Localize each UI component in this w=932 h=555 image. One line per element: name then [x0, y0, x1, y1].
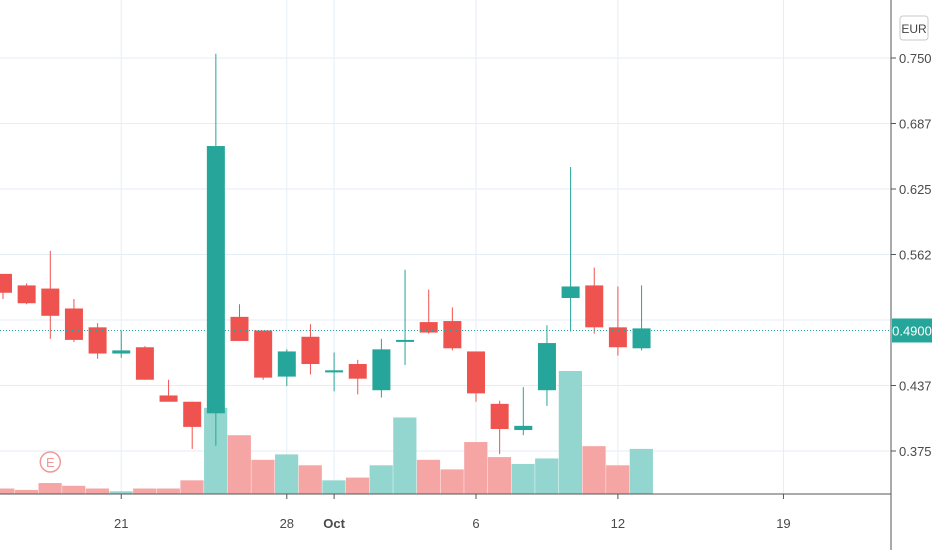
volume-bar	[298, 465, 322, 494]
candle-body	[467, 351, 485, 394]
volume-bar	[464, 442, 488, 494]
candle-body	[88, 327, 107, 354]
volume-bar	[251, 459, 275, 494]
candle-body	[419, 322, 438, 333]
volume-bar	[558, 371, 582, 494]
volume-bar	[393, 417, 417, 494]
earnings-marker-label: E	[46, 455, 55, 470]
volume-bar	[156, 488, 180, 494]
candle-body	[277, 351, 296, 377]
candle-body	[135, 347, 154, 380]
volume-bar	[511, 463, 535, 494]
earnings-event-marker[interactable]: E	[39, 451, 62, 473]
volume-bar	[487, 457, 512, 494]
volume-bar	[275, 454, 299, 494]
candle-body	[372, 349, 391, 391]
volume-bar	[322, 480, 346, 494]
volume-bar	[0, 488, 15, 494]
volume-bar	[416, 459, 441, 494]
candle-body	[561, 286, 580, 298]
volume-bars	[0, 371, 653, 494]
volume-bar	[204, 407, 228, 494]
volume-bar	[606, 465, 630, 494]
volume-bar	[227, 435, 251, 494]
time-tick-label: Oct	[323, 516, 345, 531]
price-tick-label: 0.3750	[899, 444, 932, 459]
volume-bar	[369, 465, 393, 494]
price-tick-label: 0.5625	[899, 248, 932, 263]
candle-body	[64, 308, 83, 340]
volume-bar	[180, 480, 204, 494]
candle-body	[206, 146, 225, 414]
candle-body	[443, 321, 462, 349]
candle-body	[17, 285, 36, 304]
earnings-marker-circle[interactable]	[39, 451, 62, 473]
time-tick-label: 19	[776, 516, 790, 531]
candle-body	[632, 328, 651, 349]
volume-bar	[14, 489, 39, 494]
volume-bar	[440, 469, 464, 494]
current-price-badge-box	[892, 318, 932, 343]
volume-bar	[62, 485, 86, 494]
candle-body	[585, 285, 604, 328]
current-price-badge: 0.4900	[892, 318, 932, 343]
time-tick-label: 21	[114, 516, 128, 531]
grid-lines	[0, 0, 891, 494]
candle-body	[230, 316, 249, 341]
candle-body	[608, 327, 627, 348]
time-tick-label: 6	[472, 516, 479, 531]
current-price-label: 0.4900	[892, 323, 932, 338]
time-tick-label: 12	[611, 516, 625, 531]
time-tick-label: 28	[280, 516, 294, 531]
time-axis-ticks[interactable]: 2128Oct6121926Nov5	[114, 494, 932, 531]
currency-badge[interactable]: EUR	[899, 15, 929, 41]
volume-bar	[629, 448, 653, 494]
currency-badge-box[interactable]	[899, 15, 929, 41]
candle-body	[348, 364, 367, 379]
candle-body	[396, 339, 415, 342]
candle-body	[537, 343, 556, 391]
candle-body	[183, 401, 202, 427]
volume-bar	[133, 488, 157, 494]
candle-body	[112, 350, 131, 354]
volume-bar	[85, 488, 109, 494]
currency-label: EUR	[901, 22, 927, 36]
candle-body	[325, 370, 344, 373]
candle-body	[514, 425, 533, 431]
volume-bar	[38, 483, 62, 494]
volume-bar	[582, 446, 606, 494]
price-tick-label: 0.4375	[899, 379, 932, 394]
candle-body	[0, 273, 12, 293]
price-tick-label: 0.6875	[899, 117, 932, 132]
candle-body	[159, 395, 178, 402]
volume-bar	[109, 491, 133, 494]
volume-bar	[535, 458, 559, 494]
candle-body	[301, 336, 320, 365]
candle-body	[254, 330, 273, 378]
candle-body	[490, 403, 509, 429]
candle-body	[41, 288, 60, 316]
volume-bar	[345, 477, 370, 494]
candlesticks	[0, 53, 651, 455]
